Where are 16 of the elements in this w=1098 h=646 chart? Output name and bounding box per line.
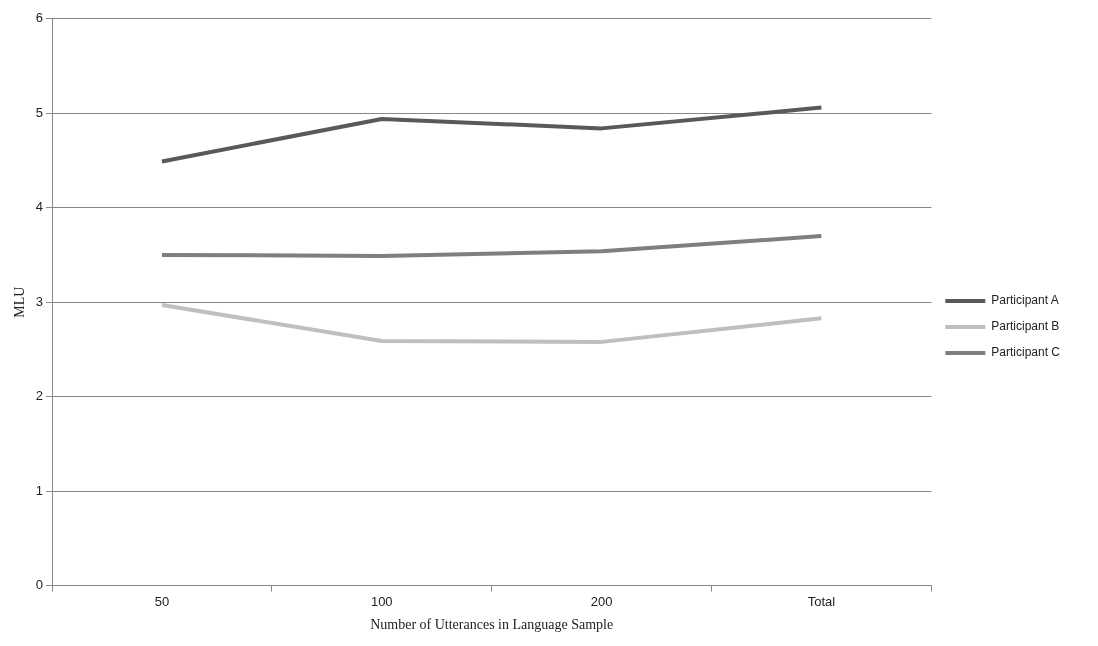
x-tick-label: 200 [590,593,613,609]
y-tick-label: 1 [35,482,44,498]
legend-label: Participant C [991,345,1061,360]
y-tick-label: 4 [35,199,44,215]
x-tick-label: Total [807,593,836,609]
y-tick-label: 5 [35,104,44,120]
y-tick-label: 2 [35,388,44,404]
y-tick-label: 3 [35,293,44,309]
x-tick-label: 50 [154,593,170,609]
y-tick-label: 6 [35,10,44,26]
y-axis-title: MLU [12,286,28,318]
legend-label: Participant A [991,293,1059,308]
legend-label: Participant B [991,319,1060,334]
x-tick-label: 100 [370,593,393,609]
x-axis-title: Number of Utterances in Language Sample [370,617,614,633]
y-tick-label: 0 [35,577,44,593]
